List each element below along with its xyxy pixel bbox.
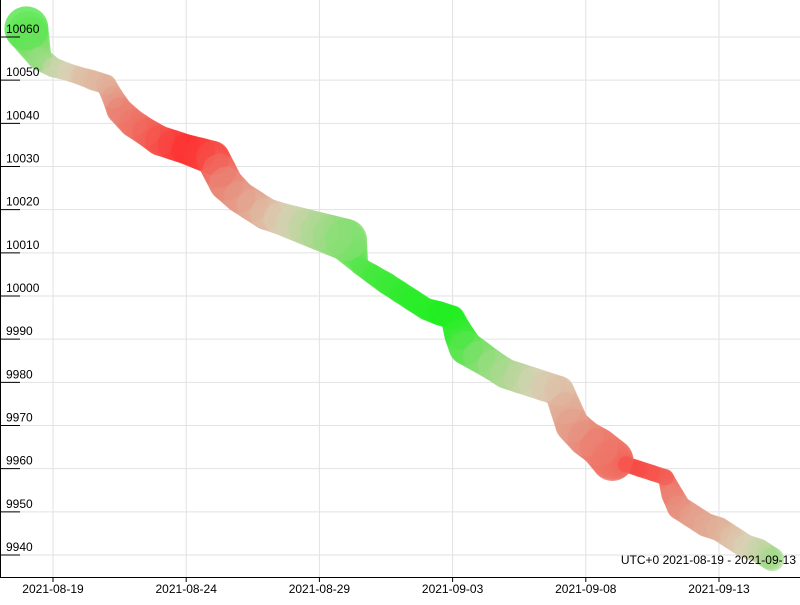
y-tick-label: 10050: [6, 65, 40, 79]
data-point: [4, 6, 49, 51]
x-tick-label: 2021-08-29: [289, 582, 351, 596]
data-point: [644, 465, 661, 481]
y-tick-label: 10000: [6, 281, 40, 295]
x-tick-label: 2021-09-03: [422, 582, 484, 596]
time-range-label: UTC+0 2021-08-19 - 2021-09-13: [620, 553, 796, 567]
grid: [0, 0, 800, 577]
y-tick-label: 9950: [6, 497, 33, 511]
data-point: [631, 460, 648, 477]
y-tick-label: 10030: [6, 152, 40, 166]
data-point: [657, 469, 674, 486]
x-tick-label: 2021-09-13: [688, 582, 750, 596]
y-tick-label: 9940: [6, 540, 33, 554]
x-tick-label: 2021-09-08: [555, 582, 617, 596]
data-marks: [4, 6, 785, 572]
data-point: [617, 456, 634, 473]
y-tick-label: 10040: [6, 108, 40, 122]
data-point: [760, 547, 785, 572]
y-tick-label: 10060: [6, 22, 40, 36]
x-tick-label: 2021-08-19: [22, 582, 84, 596]
y-tick-label: 10020: [6, 195, 40, 209]
y-tick-label: 9960: [6, 454, 33, 468]
x-tick-label: 2021-08-24: [156, 582, 218, 596]
data-point: [325, 218, 367, 261]
y-tick-label: 9980: [6, 367, 33, 381]
y-tick-label: 9990: [6, 324, 33, 338]
y-tick-label: 9970: [6, 411, 33, 425]
y-tick-label: 10010: [6, 238, 40, 252]
